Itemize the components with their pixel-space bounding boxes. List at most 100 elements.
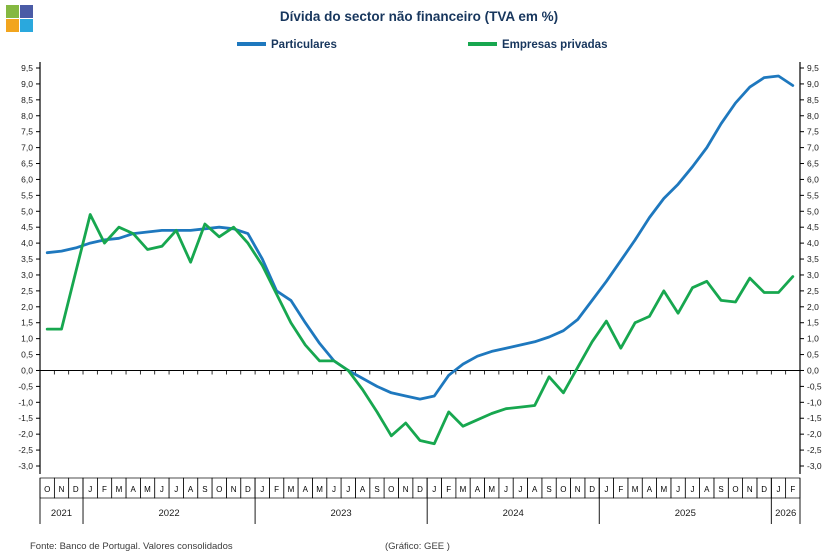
month-letter: J (676, 485, 680, 494)
month-letter: N (403, 485, 409, 494)
y-label-right: 1,0 (807, 334, 819, 344)
y-label-right: 8,5 (807, 95, 819, 105)
month-letter: A (188, 485, 194, 494)
month-letter: M (144, 485, 151, 494)
y-label-right: 8,0 (807, 111, 819, 121)
chart-credit: (Gráfico: GEE ) (385, 541, 450, 552)
month-letter: F (102, 485, 107, 494)
month-letter: A (475, 485, 481, 494)
y-label-left: 4,5 (21, 222, 33, 232)
series-line-empresas (45, 213, 795, 446)
month-letter: M (316, 485, 323, 494)
month-letter: N (747, 485, 753, 494)
y-label-right: 2,5 (807, 286, 819, 296)
y-label-left: 6,0 (21, 174, 33, 184)
month-letter: F (618, 485, 623, 494)
y-label-right: 3,5 (807, 254, 819, 264)
month-letter: J (332, 485, 336, 494)
y-label-right: 1,5 (807, 318, 819, 328)
month-letter: J (346, 485, 350, 494)
month-letter: O (216, 485, 222, 494)
legend-item-particulares: Particulares (237, 39, 337, 51)
month-letter: S (374, 485, 379, 494)
source-note: Fonte: Banco de Portugal. Valores consol… (30, 541, 233, 552)
month-letter: M (632, 485, 639, 494)
month-letter: M (460, 485, 467, 494)
y-label-right: 7,5 (807, 127, 819, 137)
y-label-right: 5,0 (807, 206, 819, 216)
month-letter: J (518, 485, 522, 494)
y-label-left: 6,5 (21, 159, 33, 169)
month-letter: N (575, 485, 581, 494)
gee-logo (6, 5, 33, 32)
y-label-right: 6,5 (807, 159, 819, 169)
year-label: 2025 (675, 508, 696, 519)
chart-title: Dívida do sector não financeiro (TVA em … (280, 9, 558, 24)
y-label-left: 9,0 (21, 79, 33, 89)
month-letter: A (131, 485, 137, 494)
month-letter: O (388, 485, 394, 494)
month-letter: N (59, 485, 65, 494)
y-label-right: 5,5 (807, 190, 819, 200)
month-letter: J (260, 485, 264, 494)
y-label-right: 6,0 (807, 174, 819, 184)
month-letter: A (647, 485, 653, 494)
month-letter: J (504, 485, 508, 494)
y-label-right: -2,0 (807, 429, 822, 439)
month-letter: D (245, 485, 251, 494)
month-letter: J (604, 485, 608, 494)
month-letter: J (691, 485, 695, 494)
y-label-left: 8,5 (21, 95, 33, 105)
y-label-left: 0,5 (21, 350, 33, 360)
y-label-left: -1,5 (18, 413, 33, 423)
y-label-left: 2,5 (21, 286, 33, 296)
month-letter: A (704, 485, 710, 494)
month-letter: D (589, 485, 595, 494)
month-letter: F (446, 485, 451, 494)
month-letter: S (718, 485, 723, 494)
y-label-right: -1,5 (807, 413, 822, 423)
month-letter: D (761, 485, 767, 494)
y-label-right: -3,0 (807, 461, 822, 471)
series-line-particulares (45, 74, 795, 401)
y-label-left: 0,0 (21, 365, 33, 375)
month-letter: M (660, 485, 667, 494)
y-label-right: 9,5 (807, 63, 819, 73)
month-letter: A (303, 485, 309, 494)
y-label-right: 3,0 (807, 270, 819, 280)
y-label-left: -2,5 (18, 445, 33, 455)
y-label-left: 7,5 (21, 127, 33, 137)
y-label-right: -0,5 (807, 381, 822, 391)
month-letter: J (777, 485, 781, 494)
y-label-left: -0,5 (18, 381, 33, 391)
y-label-left: 3,0 (21, 270, 33, 280)
month-letter: J (432, 485, 436, 494)
year-label: 2022 (159, 508, 180, 519)
legend-label-empresas: Empresas privadas (502, 39, 607, 51)
y-label-left: 1,0 (21, 334, 33, 344)
y-label-right: -2,5 (807, 445, 822, 455)
month-letter: F (790, 485, 795, 494)
month-letter: A (532, 485, 538, 494)
month-letter: S (202, 485, 207, 494)
y-label-right: 0,0 (807, 365, 819, 375)
month-letter: O (44, 485, 50, 494)
month-letter: F (274, 485, 279, 494)
month-letter: D (417, 485, 423, 494)
y-label-right: 4,0 (807, 238, 819, 248)
month-letter: D (73, 485, 79, 494)
y-label-right: 7,0 (807, 143, 819, 153)
year-label: 2023 (331, 508, 352, 519)
y-label-left: 2,0 (21, 302, 33, 312)
y-label-left: 9,5 (21, 63, 33, 73)
y-label-left: 8,0 (21, 111, 33, 121)
month-letter: J (174, 485, 178, 494)
y-label-right: 2,0 (807, 302, 819, 312)
year-label: 2021 (51, 508, 72, 519)
y-label-left: 3,5 (21, 254, 33, 264)
y-label-left: -1,0 (18, 397, 33, 407)
y-label-right: -1,0 (807, 397, 822, 407)
y-label-left: 4,0 (21, 238, 33, 248)
y-label-right: 4,5 (807, 222, 819, 232)
